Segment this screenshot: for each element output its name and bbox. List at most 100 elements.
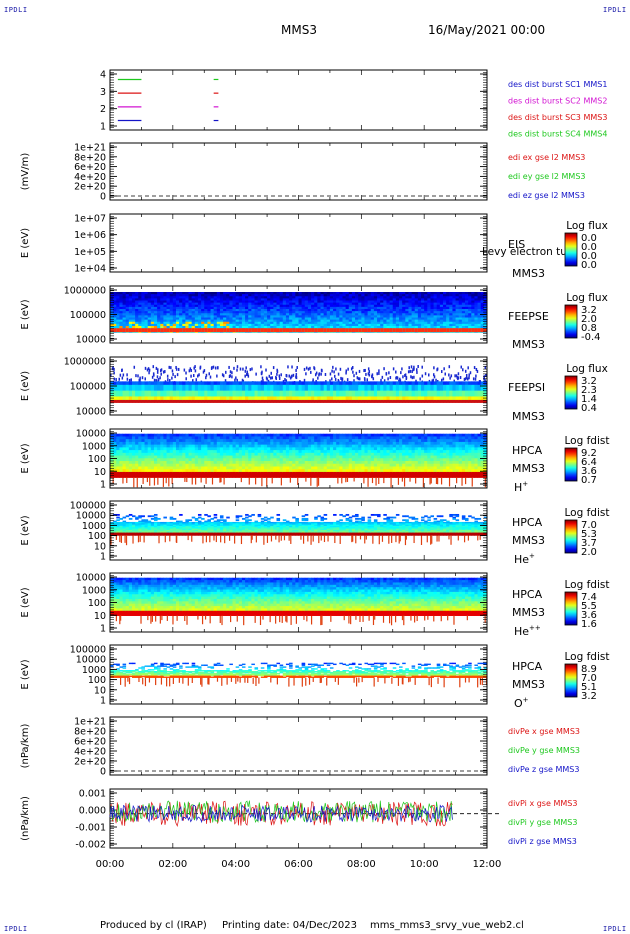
spectrogram-cell xyxy=(207,319,211,323)
spectrogram-cell xyxy=(238,328,243,333)
spectrogram-cell xyxy=(389,294,394,297)
spectrogram-cell xyxy=(131,302,136,306)
spectrogram-cell xyxy=(210,317,215,321)
spectrogram-cell xyxy=(402,309,406,312)
spectrogram-cell xyxy=(364,309,369,312)
spectrogram-cell xyxy=(389,319,394,323)
spectrogram-cell xyxy=(402,326,406,329)
spectrogram-cell xyxy=(436,323,441,327)
spectrogram-cell xyxy=(421,399,425,403)
spectrogram-cell xyxy=(342,315,347,318)
spectrogram-cell xyxy=(175,315,180,318)
spectrogram-cell xyxy=(138,328,142,333)
spectrogram-cell xyxy=(351,306,356,310)
spectrogram-cell xyxy=(386,399,391,403)
spectrogram-cell xyxy=(245,315,249,318)
spectrogram-cell xyxy=(439,306,444,310)
spectrogram-cell xyxy=(257,474,262,478)
spectrogram-cell xyxy=(452,306,456,310)
spectrogram-cell xyxy=(113,315,117,318)
spectrogram-cell xyxy=(175,367,178,371)
spectrogram-cell xyxy=(432,378,435,382)
spectrogram-cell xyxy=(116,390,120,397)
spectrogram-cell xyxy=(144,309,149,312)
spectrogram-cell xyxy=(304,396,309,401)
spectrogram-cell xyxy=(436,296,441,299)
spectrogram-cell xyxy=(153,315,158,318)
spectrogram-cell xyxy=(200,477,202,483)
spectrogram-cell xyxy=(446,313,450,316)
spectrogram-cell xyxy=(377,319,381,323)
spectrogram-cell xyxy=(273,326,277,329)
spectrogram-cell xyxy=(128,321,133,325)
spectrogram-cell xyxy=(455,292,460,295)
spectrogram-cell xyxy=(304,298,309,301)
spectrogram-cell xyxy=(443,302,447,306)
spectrogram-cell xyxy=(295,313,299,316)
spectrogram-cell xyxy=(116,302,120,306)
spectrogram-cell xyxy=(276,319,281,323)
spectrogram-cell xyxy=(414,313,419,316)
spectrogram-cell xyxy=(324,373,327,377)
spectrogram-cell xyxy=(358,377,361,381)
spectrogram-cell xyxy=(270,294,274,297)
spectrogram-cell xyxy=(292,381,296,386)
spectrogram-cell xyxy=(355,323,359,327)
spectrogram-cell xyxy=(364,323,369,327)
spectrogram-cell xyxy=(336,302,340,306)
spectrogram-cell xyxy=(389,390,394,397)
spectrogram-cell xyxy=(383,300,387,304)
spectrogram-cell xyxy=(261,370,263,374)
spectrogram-cell xyxy=(295,321,299,325)
spectrogram-cell xyxy=(282,309,287,312)
spectrogram-cell xyxy=(455,326,460,329)
spectrogram-cell xyxy=(144,313,149,316)
spectrogram-cell xyxy=(169,328,174,333)
spectrogram-cell xyxy=(260,304,265,308)
spectrogram-cell xyxy=(358,296,362,299)
spectrogram-cell xyxy=(172,319,177,323)
spectrogram-cell xyxy=(311,384,315,392)
spectrogram-cell xyxy=(279,292,284,295)
spectrogram-cell xyxy=(125,319,130,323)
spectrogram-cell xyxy=(197,313,202,316)
spectrogram-cell xyxy=(135,326,139,329)
spectrogram-cell xyxy=(405,315,409,318)
spectrogram-cell xyxy=(276,298,281,301)
spectrogram-cell xyxy=(131,298,136,301)
spectrogram-cell xyxy=(345,369,348,373)
spectrogram-cell xyxy=(402,306,406,310)
spectrogram-cell xyxy=(304,302,309,306)
spectrogram-cell xyxy=(122,399,127,403)
spectrogram-cell xyxy=(411,384,416,392)
spectrogram-cell xyxy=(443,296,447,299)
spectrogram-cell xyxy=(236,365,239,369)
spectrogram-cell xyxy=(345,317,350,321)
spectrogram-cell xyxy=(474,328,478,333)
spectrogram-cell xyxy=(131,300,136,304)
spectrogram-cell xyxy=(311,306,315,310)
spectrogram-cell xyxy=(336,298,340,301)
spectrogram-cell xyxy=(212,365,215,369)
spectrogram-cell xyxy=(473,366,476,370)
spectrogram-cell xyxy=(417,396,422,401)
spectrogram-cell xyxy=(135,323,139,327)
spectrogram-cell xyxy=(267,396,271,401)
spectrogram-cell xyxy=(443,323,447,327)
spectrogram-cell xyxy=(449,384,453,392)
spectrogram-cell xyxy=(333,311,337,314)
spectrogram-cell xyxy=(417,315,422,318)
spectrogram-cell xyxy=(251,317,255,321)
spectrogram-cell xyxy=(298,296,303,299)
spectrogram-cell xyxy=(314,321,318,325)
spectrogram-cell xyxy=(163,300,167,304)
spectrogram-cell xyxy=(128,311,133,314)
spectrogram-cell xyxy=(223,384,227,392)
spectrogram-cell xyxy=(449,311,453,314)
spectrogram-cell xyxy=(436,328,441,333)
spectrogram-cell xyxy=(339,326,343,329)
spectrogram-cell xyxy=(201,296,205,299)
spectrogram-cell xyxy=(238,306,243,310)
spectrogram-cell xyxy=(235,302,240,306)
spectrogram-cell xyxy=(219,321,224,325)
